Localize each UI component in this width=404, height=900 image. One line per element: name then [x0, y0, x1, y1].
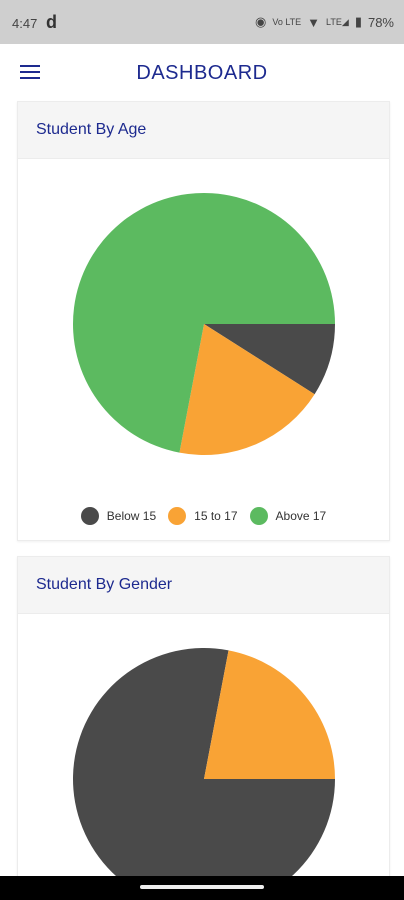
- status-bar: 4:47 d ◉ Vo LTE ▼ LTE◢ ▮ 78%: [0, 0, 404, 44]
- home-gesture-handle[interactable]: [140, 885, 264, 889]
- legend-label: Above 17: [275, 509, 327, 523]
- gender-pie-chart: [73, 648, 335, 884]
- system-nav-bar: [0, 876, 404, 900]
- gender-card-title: Student By Gender: [18, 557, 389, 614]
- legend-label: 15 to 17: [194, 509, 238, 523]
- legend-item: 15 to 17: [168, 507, 238, 525]
- legend-item: Below 15: [80, 507, 157, 525]
- pie-slice-above-17: [72, 192, 335, 453]
- page-title: DASHBOARD: [136, 62, 268, 84]
- legend-label: Below 15: [106, 509, 157, 523]
- pie-slice-15-to-17: [179, 324, 315, 455]
- age-card-title: Student By Age: [18, 102, 389, 159]
- gender-card: Student By Gender: [17, 556, 390, 888]
- battery-icon: ▮: [354, 14, 362, 29]
- pie-slice-segment-b: [204, 650, 335, 779]
- legend-swatch-above-17: [249, 507, 268, 525]
- legend-swatch-15-to-17: [168, 507, 187, 525]
- status-time: 4:47: [12, 16, 38, 31]
- battery-percent: 78%: [367, 14, 394, 30]
- wifi-icon: ▼: [307, 14, 321, 30]
- hamburger-menu-icon[interactable]: [20, 65, 40, 81]
- legend-swatch-below-15: [80, 507, 99, 525]
- age-legend: Below 15 15 to 17 Above 17: [18, 507, 389, 525]
- age-pie-chart: [72, 192, 335, 455]
- status-icons: ◉ Vo LTE ▼ LTE◢ ▮ 78%: [255, 14, 394, 30]
- eye-icon: ◉: [254, 14, 267, 29]
- age-card: Student By Age Below 15 15 to 17 Above 1…: [17, 101, 390, 541]
- legend-item: Above 17: [249, 507, 327, 525]
- app-bar: DASHBOARD: [0, 44, 404, 100]
- app-notification-icon: d: [46, 12, 57, 32]
- pie-slice-segment-a: [73, 648, 335, 884]
- volte-icon: Vo LTE: [272, 17, 302, 27]
- lte-signal-icon: LTE◢: [326, 16, 349, 27]
- pie-slice-below-15: [204, 324, 335, 395]
